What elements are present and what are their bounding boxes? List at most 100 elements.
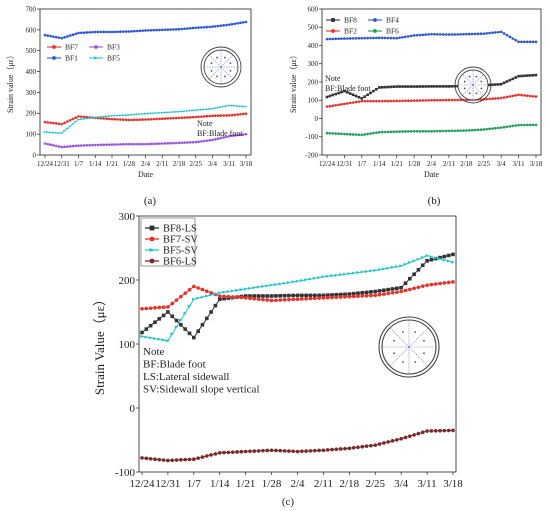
x-tick-label: 12/24 bbox=[37, 160, 53, 168]
data-point bbox=[186, 116, 189, 119]
y-tick-label: 0 bbox=[33, 151, 37, 159]
data-point bbox=[85, 31, 89, 34]
data-point bbox=[357, 95, 361, 99]
data-point bbox=[317, 296, 321, 300]
data-point bbox=[79, 31, 83, 35]
data-point bbox=[77, 31, 80, 35]
data-point bbox=[124, 142, 128, 146]
data-point bbox=[425, 429, 429, 433]
data-point bbox=[441, 33, 445, 36]
data-point bbox=[91, 143, 94, 147]
data-point bbox=[418, 85, 422, 88]
data-point bbox=[330, 295, 334, 300]
x-tick-label: 3/18 bbox=[530, 160, 543, 168]
data-point bbox=[534, 73, 538, 77]
data-point bbox=[202, 115, 206, 118]
y-tick-label: 200 bbox=[119, 275, 136, 287]
data-point bbox=[321, 275, 326, 279]
y-axis-label: Strain value（με） bbox=[6, 51, 15, 113]
data-point bbox=[287, 297, 291, 302]
data-point bbox=[331, 37, 335, 41]
data-point bbox=[244, 132, 248, 136]
data-point bbox=[243, 294, 248, 298]
data-point bbox=[304, 449, 308, 453]
data-point bbox=[450, 33, 454, 36]
data-point bbox=[74, 32, 78, 36]
data-point bbox=[412, 259, 416, 263]
data-point bbox=[248, 449, 252, 454]
data-point bbox=[499, 96, 503, 100]
x-tick-label: 3/11 bbox=[418, 478, 437, 490]
data-point bbox=[236, 21, 239, 25]
data-point bbox=[157, 457, 162, 462]
data-point bbox=[531, 94, 535, 98]
data-point bbox=[166, 305, 170, 309]
data-point bbox=[265, 294, 270, 298]
data-point bbox=[343, 37, 346, 40]
data-point bbox=[188, 141, 192, 144]
data-point bbox=[467, 32, 471, 36]
data-point bbox=[453, 129, 457, 133]
data-point bbox=[415, 129, 419, 133]
data-point bbox=[256, 294, 261, 298]
data-point bbox=[491, 127, 494, 130]
data-point bbox=[351, 101, 355, 104]
chart-panel-c: -100 0 100 200 300 12/24 12/31 1/7 1/14 1/21 1/28 2… bbox=[92, 211, 463, 490]
data-point bbox=[420, 430, 425, 435]
data-point bbox=[54, 122, 58, 125]
data-point bbox=[386, 266, 391, 270]
data-point bbox=[511, 77, 515, 81]
data-point bbox=[211, 138, 214, 142]
data-point bbox=[517, 74, 520, 78]
data-point bbox=[174, 318, 179, 323]
data-point bbox=[216, 114, 220, 117]
legend: BF7 BF1 BF3 BF5 bbox=[47, 43, 120, 63]
data-point bbox=[183, 291, 187, 296]
data-point bbox=[366, 99, 369, 103]
data-point bbox=[174, 325, 179, 329]
data-point bbox=[46, 142, 50, 146]
data-point bbox=[60, 122, 64, 126]
data-point bbox=[274, 282, 278, 287]
data-point bbox=[383, 130, 387, 134]
data-point bbox=[465, 98, 468, 102]
data-point bbox=[192, 284, 196, 289]
data-point bbox=[438, 428, 442, 433]
data-point bbox=[200, 26, 203, 29]
data-point bbox=[416, 257, 421, 261]
tunnel-gauge-dot-icon bbox=[210, 62, 213, 64]
data-point bbox=[496, 30, 500, 34]
data-point bbox=[425, 254, 429, 258]
data-point bbox=[166, 339, 170, 343]
data-point bbox=[96, 116, 100, 119]
data-point bbox=[325, 274, 330, 278]
data-point bbox=[406, 35, 410, 38]
series-bf7 bbox=[43, 112, 248, 126]
tunnel-outer-ring-icon bbox=[454, 66, 492, 104]
data-point bbox=[57, 131, 61, 135]
data-point bbox=[360, 99, 364, 103]
data-point bbox=[71, 33, 75, 37]
x-tick-label: 2/4 bbox=[290, 478, 305, 490]
data-point bbox=[433, 429, 438, 433]
data-point bbox=[71, 117, 75, 121]
tunnel-gauge-dot-icon bbox=[480, 80, 483, 83]
data-point bbox=[196, 456, 200, 460]
data-point bbox=[441, 85, 445, 88]
data-point bbox=[230, 22, 234, 26]
data-point bbox=[343, 272, 347, 276]
x-tick-label: 2/4 bbox=[141, 160, 150, 168]
data-point bbox=[444, 85, 448, 88]
data-point bbox=[531, 73, 535, 77]
data-point bbox=[366, 132, 369, 136]
data-point bbox=[360, 444, 365, 449]
x-tick-label: 12/24 bbox=[319, 160, 335, 168]
data-point bbox=[200, 287, 205, 292]
data-point bbox=[351, 445, 356, 450]
data-point bbox=[209, 293, 213, 297]
data-point bbox=[441, 129, 445, 133]
data-point bbox=[408, 287, 412, 292]
legend-label: BF4 bbox=[386, 16, 399, 25]
data-point bbox=[438, 33, 442, 36]
data-point bbox=[436, 85, 439, 88]
